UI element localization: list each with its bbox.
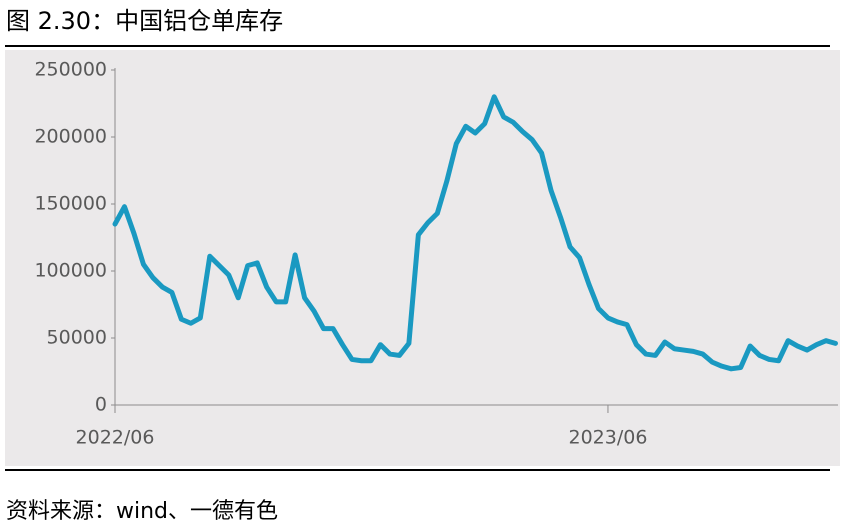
x-tick-label: 2023/06 bbox=[568, 427, 647, 449]
plot-background bbox=[5, 50, 840, 466]
source-note: 资料来源：wind、一德有色 bbox=[6, 499, 278, 524]
x-tick-label: 2022/06 bbox=[76, 427, 155, 449]
y-tick-label: 150000 bbox=[34, 193, 107, 215]
y-tick-label: 0 bbox=[95, 394, 107, 416]
chart-title: 图 2.30：中国铝仓单库存 bbox=[6, 7, 283, 35]
data-line bbox=[112, 94, 838, 372]
y-tick-label: 50000 bbox=[47, 327, 107, 349]
y-tick-label: 200000 bbox=[34, 126, 107, 148]
y-tick-label: 250000 bbox=[34, 59, 107, 81]
y-tick-label: 100000 bbox=[34, 260, 107, 282]
